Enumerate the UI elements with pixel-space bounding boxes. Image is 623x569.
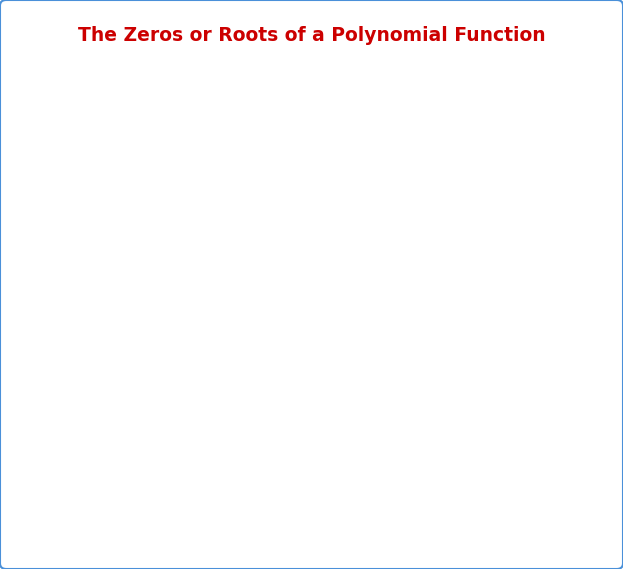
Text: to the: to the [502,353,547,368]
Text: If a polynomial function has rational: If a polynomial function has rational [262,307,538,321]
Text: 3: 3 [292,442,299,451]
Text: x: x [278,451,288,466]
Text: function are the x-intercepts of the graph.: function are the x-intercepts of the gra… [36,94,359,109]
Text: Zeros: Zeros [373,218,416,231]
Text: 2: 2 [354,442,361,451]
Text: − 9x: − 9x [302,451,345,466]
Text: 6: 6 [444,451,455,466]
Text: 6 : ±1, ±2, ±3, ±6: 6 : ±1, ±2, ±3, ±6 [57,510,201,525]
Text: f(x) =: f(x) = [212,451,260,466]
FancyBboxPatch shape [7,288,616,566]
Text: ±1, ±2, ±3, ±6: ±1, ±2, ±3, ±6 [332,530,451,545]
Text: factors of the: factors of the [36,400,144,415]
Text: zeros, they will be a ratio of the factors of the: zeros, they will be a ratio of the facto… [36,353,392,368]
Text: Example:: Example: [110,451,189,466]
Text: 2: 2 [262,451,272,466]
Text: + 7x +: + 7x + [364,451,430,466]
Text: .: . [340,400,345,415]
Text: leading coefficient: leading coefficient [133,400,275,415]
FancyBboxPatch shape [7,35,616,281]
Text: Graphically:: Graphically: [36,52,140,67]
Text: the real zeros or real roots of a polynomial: the real zeros or real roots of a polyno… [141,52,468,67]
Text: 2 : ±1, ±2: 2 : ±1, ±2 [57,560,136,569]
Text: The Zeros or Roots of a Polynomial Function: The Zeros or Roots of a Polynomial Funct… [78,26,545,44]
Text: Rational Zeros Theorem:: Rational Zeros Theorem: [36,307,249,321]
Text: constant: constant [418,353,485,368]
